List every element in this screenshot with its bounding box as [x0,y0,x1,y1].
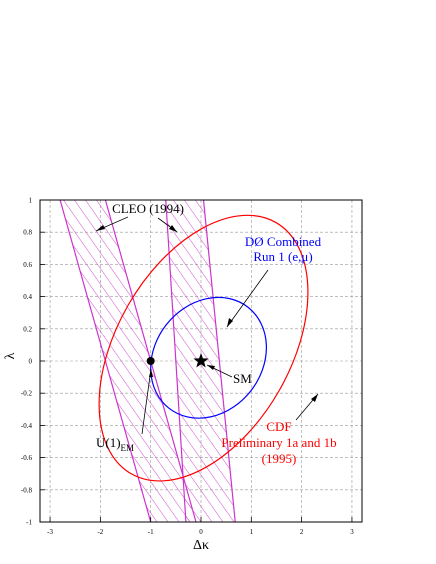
cdf-arrowhead [311,394,318,402]
x-tick-label-0: -3 [47,528,53,536]
cleo-arrowhead-left [96,225,105,231]
cdf-label-line-2: Preliminary 1a and 1b [221,435,336,450]
y-axis-label: λ [3,352,18,359]
sm-label: SM [233,371,252,386]
cdf-label-line-3: (1995) [262,451,297,466]
d0-label-line-1: DØ Combined [245,234,322,249]
x-tick-label-4: 1 [250,528,254,536]
y-tick-label-3: -0.4 [21,422,33,430]
y-tick-label-5: 0 [29,358,33,366]
y-tick-label-2: -0.6 [21,454,33,462]
u1-label-sub: EM [121,443,135,453]
y-tick-label-0: -1 [26,519,32,527]
d0-arrowhead [227,318,233,327]
x-tick-label-2: -1 [148,528,154,536]
cdf-label-line-1: CDF [266,419,291,434]
annotations: CLEO (1994) DØ Combined Run 1 (e,μ) CDF … [95,201,337,466]
x-tick-label-6: 3 [350,528,354,536]
ticks: -3 -2 -1 0 1 2 3 -1 -0.8 -0.6 -0.4 -0.2 0 0.2 0.4 0.6 0.… [21,197,354,537]
x-tick-label-3: 0 [199,528,203,536]
u1-label-main: U(1) [96,435,121,450]
x-axis-label: Δκ [193,538,209,553]
d0-contour [150,296,268,419]
cleo-band-0-fill [60,200,196,522]
cleo-band-1-edge-left [165,200,187,522]
y-tick-label-1: -0.8 [21,486,33,494]
y-tick-label-9: 0.8 [23,229,32,237]
y-tick-label-6: 0.2 [23,325,32,333]
y-tick-label-7: 0.4 [23,293,32,301]
y-tick-label-10: 1 [29,197,33,205]
u1-arrow [141,368,152,435]
cleo-label: CLEO (1994) [112,201,184,216]
y-tick-label-8: 0.6 [23,261,32,269]
u1-label: U(1)EM [96,435,134,453]
d0-label-line-2: Run 1 (e,μ) [253,249,312,264]
sm-star-marker [193,353,209,368]
x-tick-label-5: 2 [300,528,304,536]
cleo-arrowhead-right [169,225,177,232]
y-tick-label-4: -0.2 [21,390,33,398]
points [146,353,209,368]
u1-arrowhead [149,369,153,377]
x-tick-label-1: -2 [97,528,103,536]
u1-point-marker [146,357,155,365]
d0-arrow [226,269,269,328]
cdf-contour [98,214,309,482]
sm-arrowhead [207,365,215,370]
cleo-band-1-edge-right [202,200,236,522]
